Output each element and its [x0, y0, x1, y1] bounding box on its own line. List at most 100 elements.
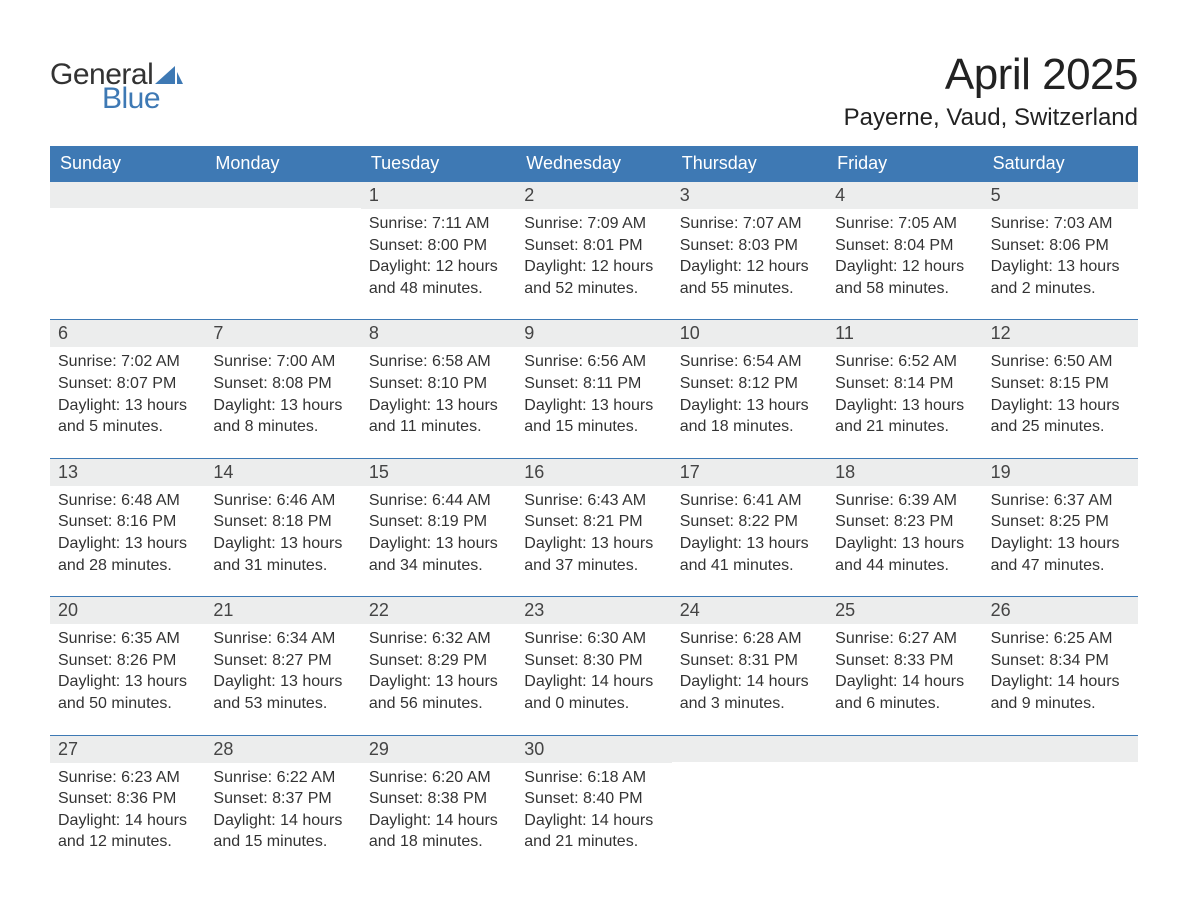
day-body: Sunrise: 7:02 AMSunset: 8:07 PMDaylight:…	[50, 347, 205, 441]
day-number: 21	[205, 597, 360, 624]
day-cell: 29Sunrise: 6:20 AMSunset: 8:38 PMDayligh…	[361, 736, 516, 857]
daylight-text: Daylight: 12 hours and 48 minutes.	[369, 256, 508, 299]
daylight-text: Daylight: 14 hours and 3 minutes.	[680, 671, 819, 714]
sunset-text: Sunset: 8:37 PM	[213, 788, 352, 810]
weekday-header: Saturday	[983, 146, 1138, 182]
sunset-text: Sunset: 8:16 PM	[58, 511, 197, 533]
day-cell	[50, 182, 205, 303]
daylight-text: Daylight: 13 hours and 56 minutes.	[369, 671, 508, 714]
day-cell	[672, 736, 827, 857]
day-cell: 1Sunrise: 7:11 AMSunset: 8:00 PMDaylight…	[361, 182, 516, 303]
day-cell: 13Sunrise: 6:48 AMSunset: 8:16 PMDayligh…	[50, 459, 205, 580]
daylight-text: Daylight: 13 hours and 8 minutes.	[213, 395, 352, 438]
day-number: 5	[983, 182, 1138, 209]
sunset-text: Sunset: 8:14 PM	[835, 373, 974, 395]
weekday-header-row: Sunday Monday Tuesday Wednesday Thursday…	[50, 146, 1138, 182]
day-number: 27	[50, 736, 205, 763]
daylight-text: Daylight: 13 hours and 34 minutes.	[369, 533, 508, 576]
day-body: Sunrise: 7:11 AMSunset: 8:00 PMDaylight:…	[361, 209, 516, 303]
day-cell: 20Sunrise: 6:35 AMSunset: 8:26 PMDayligh…	[50, 597, 205, 718]
weeks-container: 1Sunrise: 7:11 AMSunset: 8:00 PMDaylight…	[50, 182, 1138, 857]
day-number: 22	[361, 597, 516, 624]
day-body: Sunrise: 6:25 AMSunset: 8:34 PMDaylight:…	[983, 624, 1138, 718]
week-row: 13Sunrise: 6:48 AMSunset: 8:16 PMDayligh…	[50, 458, 1138, 580]
header: General Blue April 2025 Payerne, Vaud, S…	[50, 50, 1138, 132]
sunset-text: Sunset: 8:21 PM	[524, 511, 663, 533]
day-cell: 5Sunrise: 7:03 AMSunset: 8:06 PMDaylight…	[983, 182, 1138, 303]
weekday-header: Monday	[205, 146, 360, 182]
sunrise-text: Sunrise: 6:30 AM	[524, 628, 663, 650]
sunset-text: Sunset: 8:26 PM	[58, 650, 197, 672]
daylight-text: Daylight: 13 hours and 28 minutes.	[58, 533, 197, 576]
sunset-text: Sunset: 8:40 PM	[524, 788, 663, 810]
day-body: Sunrise: 7:07 AMSunset: 8:03 PMDaylight:…	[672, 209, 827, 303]
sunset-text: Sunset: 8:15 PM	[991, 373, 1130, 395]
day-number: 1	[361, 182, 516, 209]
daylight-text: Daylight: 12 hours and 58 minutes.	[835, 256, 974, 299]
sunset-text: Sunset: 8:34 PM	[991, 650, 1130, 672]
sunset-text: Sunset: 8:06 PM	[991, 235, 1130, 257]
day-body: Sunrise: 6:34 AMSunset: 8:27 PMDaylight:…	[205, 624, 360, 718]
day-body: Sunrise: 6:27 AMSunset: 8:33 PMDaylight:…	[827, 624, 982, 718]
day-number: 30	[516, 736, 671, 763]
day-number: 11	[827, 320, 982, 347]
daylight-text: Daylight: 13 hours and 37 minutes.	[524, 533, 663, 576]
day-cell: 17Sunrise: 6:41 AMSunset: 8:22 PMDayligh…	[672, 459, 827, 580]
day-cell: 2Sunrise: 7:09 AMSunset: 8:01 PMDaylight…	[516, 182, 671, 303]
logo-blue-text: Blue	[102, 82, 160, 116]
daylight-text: Daylight: 14 hours and 15 minutes.	[213, 810, 352, 853]
sunrise-text: Sunrise: 7:05 AM	[835, 213, 974, 235]
sunrise-text: Sunrise: 7:02 AM	[58, 351, 197, 373]
daylight-text: Daylight: 12 hours and 52 minutes.	[524, 256, 663, 299]
day-body: Sunrise: 7:05 AMSunset: 8:04 PMDaylight:…	[827, 209, 982, 303]
day-cell: 3Sunrise: 7:07 AMSunset: 8:03 PMDaylight…	[672, 182, 827, 303]
day-body: Sunrise: 6:41 AMSunset: 8:22 PMDaylight:…	[672, 486, 827, 580]
day-number: 14	[205, 459, 360, 486]
day-number: 4	[827, 182, 982, 209]
daylight-text: Daylight: 13 hours and 53 minutes.	[213, 671, 352, 714]
sunrise-text: Sunrise: 6:44 AM	[369, 490, 508, 512]
sunrise-text: Sunrise: 7:00 AM	[213, 351, 352, 373]
daylight-text: Daylight: 13 hours and 18 minutes.	[680, 395, 819, 438]
daylight-text: Daylight: 14 hours and 9 minutes.	[991, 671, 1130, 714]
day-cell: 11Sunrise: 6:52 AMSunset: 8:14 PMDayligh…	[827, 320, 982, 441]
sunrise-text: Sunrise: 6:20 AM	[369, 767, 508, 789]
sunset-text: Sunset: 8:36 PM	[58, 788, 197, 810]
day-cell: 14Sunrise: 6:46 AMSunset: 8:18 PMDayligh…	[205, 459, 360, 580]
day-body: Sunrise: 7:03 AMSunset: 8:06 PMDaylight:…	[983, 209, 1138, 303]
sunrise-text: Sunrise: 6:23 AM	[58, 767, 197, 789]
day-number: 19	[983, 459, 1138, 486]
day-number: 26	[983, 597, 1138, 624]
day-body: Sunrise: 6:23 AMSunset: 8:36 PMDaylight:…	[50, 763, 205, 857]
sunrise-text: Sunrise: 6:46 AM	[213, 490, 352, 512]
day-body: Sunrise: 6:20 AMSunset: 8:38 PMDaylight:…	[361, 763, 516, 857]
day-body: Sunrise: 6:52 AMSunset: 8:14 PMDaylight:…	[827, 347, 982, 441]
sunset-text: Sunset: 8:22 PM	[680, 511, 819, 533]
weekday-header: Thursday	[672, 146, 827, 182]
sunset-text: Sunset: 8:31 PM	[680, 650, 819, 672]
week-row: 1Sunrise: 7:11 AMSunset: 8:00 PMDaylight…	[50, 182, 1138, 303]
sunrise-text: Sunrise: 6:37 AM	[991, 490, 1130, 512]
day-cell: 26Sunrise: 6:25 AMSunset: 8:34 PMDayligh…	[983, 597, 1138, 718]
day-cell: 19Sunrise: 6:37 AMSunset: 8:25 PMDayligh…	[983, 459, 1138, 580]
day-cell	[827, 736, 982, 857]
sunrise-text: Sunrise: 7:03 AM	[991, 213, 1130, 235]
daylight-text: Daylight: 14 hours and 12 minutes.	[58, 810, 197, 853]
day-body: Sunrise: 6:39 AMSunset: 8:23 PMDaylight:…	[827, 486, 982, 580]
daylight-text: Daylight: 13 hours and 5 minutes.	[58, 395, 197, 438]
day-cell: 18Sunrise: 6:39 AMSunset: 8:23 PMDayligh…	[827, 459, 982, 580]
day-number: 6	[50, 320, 205, 347]
week-row: 6Sunrise: 7:02 AMSunset: 8:07 PMDaylight…	[50, 319, 1138, 441]
daylight-text: Daylight: 14 hours and 18 minutes.	[369, 810, 508, 853]
day-body: Sunrise: 6:43 AMSunset: 8:21 PMDaylight:…	[516, 486, 671, 580]
calendar: Sunday Monday Tuesday Wednesday Thursday…	[50, 146, 1138, 857]
logo: General Blue	[50, 50, 183, 116]
day-body: Sunrise: 7:00 AMSunset: 8:08 PMDaylight:…	[205, 347, 360, 441]
week-row: 20Sunrise: 6:35 AMSunset: 8:26 PMDayligh…	[50, 596, 1138, 718]
daylight-text: Daylight: 14 hours and 21 minutes.	[524, 810, 663, 853]
sunrise-text: Sunrise: 6:25 AM	[991, 628, 1130, 650]
weekday-header: Tuesday	[361, 146, 516, 182]
sunset-text: Sunset: 8:00 PM	[369, 235, 508, 257]
sunrise-text: Sunrise: 6:32 AM	[369, 628, 508, 650]
day-number: 7	[205, 320, 360, 347]
